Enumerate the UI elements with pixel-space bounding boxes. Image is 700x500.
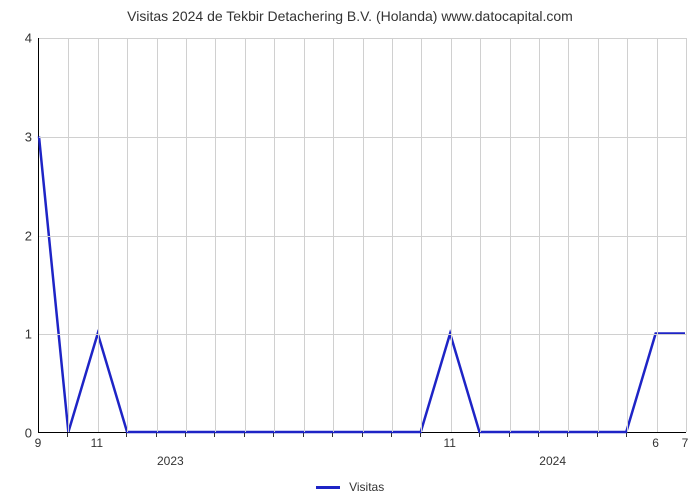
x-minor-tick — [626, 433, 627, 437]
x-minor-tick — [391, 433, 392, 437]
x-minor-tick — [538, 433, 539, 437]
gridline-v — [157, 38, 158, 432]
y-tick-label: 1 — [8, 327, 32, 342]
x-year-label: 2023 — [157, 454, 184, 468]
gridline-v — [127, 38, 128, 432]
x-minor-tick — [597, 433, 598, 437]
x-minor-tick — [67, 433, 68, 437]
gridline-v — [274, 38, 275, 432]
plot-area — [38, 38, 686, 433]
gridline-v — [186, 38, 187, 432]
y-tick-label: 0 — [8, 426, 32, 441]
x-minor-tick — [126, 433, 127, 437]
y-tick-label: 3 — [8, 129, 32, 144]
chart-title: Visitas 2024 de Tekbir Detachering B.V. … — [0, 0, 700, 38]
gridline-v — [421, 38, 422, 432]
gridline-v — [245, 38, 246, 432]
gridline-v — [657, 38, 658, 432]
x-minor-tick — [567, 433, 568, 437]
legend: Visitas — [0, 480, 700, 494]
gridline-v — [363, 38, 364, 432]
x-minor-tick — [479, 433, 480, 437]
gridline-v — [392, 38, 393, 432]
x-minor-tick — [332, 433, 333, 437]
gridline-v — [598, 38, 599, 432]
x-minor-tick — [214, 433, 215, 437]
gridline-v — [98, 38, 99, 432]
x-tick-label: 7 — [682, 436, 689, 450]
legend-label: Visitas — [349, 480, 384, 494]
x-tick-label: 6 — [652, 436, 659, 450]
x-minor-tick — [185, 433, 186, 437]
gridline-v — [215, 38, 216, 432]
gridline-v — [510, 38, 511, 432]
gridline-v — [333, 38, 334, 432]
x-minor-tick — [420, 433, 421, 437]
y-tick-label: 2 — [8, 228, 32, 243]
y-tick-label: 4 — [8, 31, 32, 46]
x-minor-tick — [303, 433, 304, 437]
x-year-label: 2024 — [539, 454, 566, 468]
gridline-v — [686, 38, 687, 432]
gridline-v — [568, 38, 569, 432]
x-tick-label: 11 — [91, 436, 103, 450]
x-minor-tick — [509, 433, 510, 437]
visits-line-chart: Visitas 2024 de Tekbir Detachering B.V. … — [0, 0, 700, 500]
gridline-v — [627, 38, 628, 432]
x-minor-tick — [244, 433, 245, 437]
x-tick-label: 9 — [35, 436, 42, 450]
x-minor-tick — [273, 433, 274, 437]
gridline-v — [480, 38, 481, 432]
gridline-v — [451, 38, 452, 432]
x-minor-tick — [362, 433, 363, 437]
x-minor-tick — [156, 433, 157, 437]
gridline-v — [68, 38, 69, 432]
gridline-v — [539, 38, 540, 432]
legend-swatch — [316, 486, 340, 489]
gridline-v — [304, 38, 305, 432]
x-tick-label: 11 — [443, 436, 455, 450]
